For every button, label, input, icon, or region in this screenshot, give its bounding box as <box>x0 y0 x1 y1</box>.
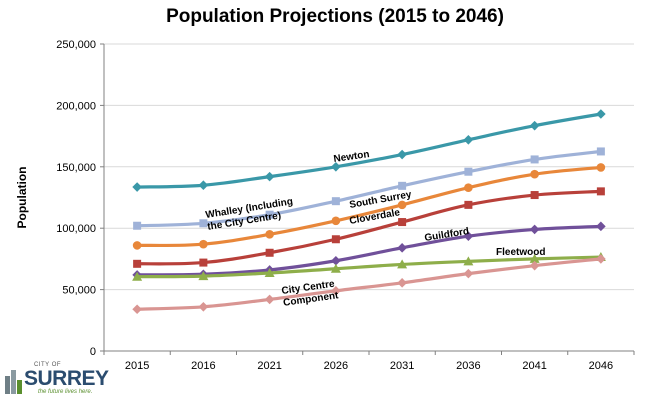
data-point <box>464 183 473 192</box>
data-point <box>529 253 540 263</box>
data-point <box>330 263 341 273</box>
axes: 0 50,000 100,000 150,000 200,000 250,000 2015 2… <box>15 39 635 372</box>
y-tick-label: 250,000 <box>56 39 96 51</box>
data-point <box>596 254 606 264</box>
y-tick-label: 100,000 <box>56 223 96 235</box>
data-point <box>529 260 540 271</box>
x-tick-label: 2015 <box>125 360 149 372</box>
data-point <box>529 224 540 235</box>
series-city-centre-component <box>132 254 606 315</box>
logo-name: SURREY <box>24 367 109 390</box>
x-tick-label: 2031 <box>390 360 414 372</box>
data-point <box>463 134 474 145</box>
data-point <box>397 259 408 269</box>
data-point <box>464 167 473 176</box>
data-point <box>132 241 142 250</box>
data-point <box>463 256 474 266</box>
y-tick-label: 0 <box>90 346 96 358</box>
data-point <box>331 197 340 206</box>
series-newton <box>132 109 606 192</box>
x-tick-label: 2046 <box>589 360 613 372</box>
data-point <box>198 180 209 191</box>
city-skyline-icon <box>5 370 22 394</box>
y-tick-label: 150,000 <box>56 162 96 174</box>
data-point <box>397 200 407 210</box>
data-point <box>132 182 142 192</box>
annotation-line: Fleetwood <box>496 247 545 258</box>
data-point <box>331 286 341 296</box>
series-line-south-surrey <box>135 165 603 248</box>
data-point <box>530 191 539 200</box>
data-point <box>596 109 606 119</box>
data-point <box>133 259 142 268</box>
series-cloverdale <box>133 187 605 268</box>
annotation-fleetwood: Fleetwood <box>496 247 545 258</box>
series-lines <box>132 109 606 315</box>
data-point <box>397 243 407 253</box>
data-point <box>264 171 275 182</box>
x-tick-label: 2016 <box>191 360 215 372</box>
data-point <box>463 231 474 241</box>
series-line-guildford <box>135 224 603 277</box>
data-point <box>132 304 142 315</box>
data-point <box>265 248 274 257</box>
data-point <box>463 268 474 279</box>
series-line-fleetwood <box>135 255 603 279</box>
series-south-surrey <box>132 163 606 250</box>
data-point <box>530 169 539 179</box>
logo-city-of: CITY OF <box>34 362 62 368</box>
x-tick-label: 2036 <box>456 360 480 372</box>
series-line-newton <box>135 112 603 189</box>
annotation-citycentre: City CentreComponent <box>281 278 340 309</box>
data-point <box>199 219 208 228</box>
x-tick-label: 2021 <box>257 360 281 372</box>
data-point <box>398 218 407 227</box>
data-point <box>397 278 407 288</box>
annotation-line: Newton <box>333 149 370 165</box>
x-tick-label: 2026 <box>324 360 348 372</box>
data-point <box>331 235 340 244</box>
series-line-whalley-including-the-city-centre <box>135 149 603 228</box>
city-of-surrey-logo: CITY OF SURREY the future lives here. <box>4 362 114 398</box>
data-point <box>596 147 605 156</box>
data-point <box>199 239 208 249</box>
y-tick-label: 200,000 <box>56 100 96 112</box>
data-point <box>529 120 540 131</box>
series-guildford <box>132 221 606 280</box>
data-point <box>530 155 539 164</box>
series-whalley-including-the-city-centre <box>133 147 605 230</box>
data-point <box>331 162 341 172</box>
data-point <box>265 210 274 219</box>
annotation-guildford: Guildford <box>424 226 470 244</box>
data-point <box>264 294 275 305</box>
data-point <box>133 221 142 230</box>
y-tick-label: 50,000 <box>62 285 96 297</box>
data-point <box>198 271 209 281</box>
annotation-whalley: Whalley (Includingthe City Centre) <box>205 196 296 233</box>
data-point <box>199 258 208 267</box>
data-point <box>596 187 605 196</box>
annotation-newton: Newton <box>333 149 370 165</box>
data-point <box>264 268 275 278</box>
data-point <box>198 301 209 312</box>
data-point <box>397 149 407 160</box>
annotation-line: Guildford <box>424 226 470 244</box>
series-line-city-centre-component <box>135 257 603 311</box>
data-point <box>596 221 606 232</box>
gridlines <box>104 43 634 291</box>
x-tick-label: 2041 <box>522 360 546 372</box>
y-axis-label: Population <box>15 167 29 229</box>
data-point <box>464 200 473 209</box>
chart-title: Population Projections (2015 to 2046) <box>166 6 504 27</box>
data-point <box>398 181 407 190</box>
data-point <box>265 230 274 239</box>
data-point <box>331 255 341 266</box>
data-point <box>331 216 341 226</box>
logo-tagline: the future lives here. <box>38 389 93 395</box>
data-point <box>132 271 143 281</box>
data-point <box>596 163 606 172</box>
series-line-cloverdale <box>135 189 603 266</box>
